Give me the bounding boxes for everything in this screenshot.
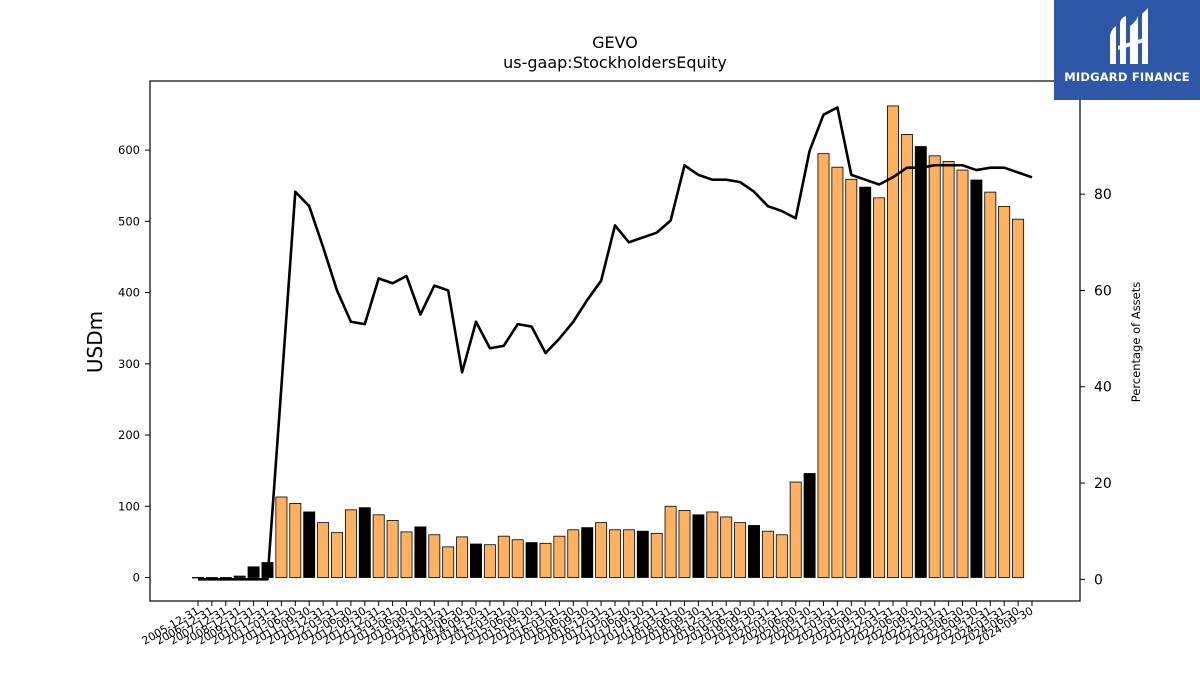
y2-tick-label: 40 <box>1094 380 1112 396</box>
bar-2022-12-31 <box>928 155 941 578</box>
bar-2011-09-30 <box>303 511 316 578</box>
bar-2011-12-31 <box>317 522 330 578</box>
chart-title: GEVO <box>592 33 638 52</box>
bar-2018-12-31 <box>706 511 719 578</box>
y-tick-label: 500 <box>118 214 140 228</box>
bar-2020-12-31 <box>817 153 830 578</box>
y2-tick-label: 0 <box>1094 572 1103 588</box>
bar-2016-06-30 <box>567 529 580 578</box>
bars-layer <box>192 105 1025 579</box>
bar-2023-09-30 <box>970 179 983 578</box>
bar-2021-06-30 <box>845 178 858 578</box>
bar-2016-12-31 <box>595 522 608 578</box>
bar-2005-12-31 <box>192 577 204 579</box>
bar-2020-06-30 <box>789 481 802 578</box>
bar-2020-03-31 <box>775 534 788 578</box>
bar-2021-09-30 <box>859 186 872 578</box>
y2-axis-label: Percentage of Assets <box>1129 282 1143 403</box>
bar-2008-12-31 <box>233 575 246 578</box>
bar-2018-06-30 <box>678 510 691 578</box>
bar-2014-03-31 <box>442 546 455 578</box>
bar-2012-09-30 <box>358 507 371 578</box>
midgard-logo-icon <box>1110 8 1148 64</box>
bar-2007-12-31 <box>219 577 232 579</box>
bar-2017-06-30 <box>622 529 635 578</box>
y-tick-label: 600 <box>118 143 140 157</box>
bar-2017-03-31 <box>609 529 621 578</box>
bar-2018-09-30 <box>692 514 705 578</box>
y-tick-label: 200 <box>118 428 140 442</box>
bar-2019-03-31 <box>720 516 733 578</box>
bar-2023-03-31 <box>942 161 955 578</box>
bar-2009-12-31 <box>247 566 260 578</box>
bar-2011-06-30 <box>289 503 302 578</box>
bar-2021-03-31 <box>831 166 844 578</box>
bar-2019-09-30 <box>748 525 760 578</box>
bar-2023-06-30 <box>956 169 969 578</box>
y-axis-label: USDm <box>83 311 107 373</box>
bar-2014-12-31 <box>483 544 496 578</box>
bar-2018-03-31 <box>664 505 677 578</box>
bar-2016-09-30 <box>581 527 594 578</box>
y2-tick-label: 60 <box>1094 283 1112 299</box>
bar-2022-03-31 <box>887 105 899 578</box>
bar-2013-09-30 <box>414 526 427 578</box>
chart-subtitle: us-gaap:StockholdersEquity <box>503 53 727 72</box>
bar-2015-12-31 <box>539 542 552 578</box>
bar-2024-03-31 <box>998 205 1011 578</box>
bar-2019-06-30 <box>734 522 747 578</box>
y2-tick-label: 20 <box>1094 476 1112 492</box>
bar-2014-09-30 <box>470 543 482 578</box>
logo-text: MIDGARD FINANCE <box>1064 70 1190 84</box>
bar-2023-12-31 <box>984 191 997 578</box>
axes-layer: 01002003004005006000204060802005-12-3120… <box>118 80 1112 648</box>
bar-2012-06-30 <box>344 509 357 578</box>
bar-2006-12-31 <box>205 577 218 579</box>
bar-2013-12-31 <box>428 534 441 578</box>
bar-2012-03-31 <box>331 532 343 578</box>
brand-logo: MIDGARD FINANCE <box>1054 0 1200 100</box>
bar-2014-06-30 <box>456 536 469 578</box>
bar-2011-03-31 <box>275 496 288 578</box>
line-layer <box>198 106 1033 581</box>
bar-2015-09-30 <box>525 542 538 578</box>
y-tick-label: 400 <box>118 286 140 300</box>
bar-2024-06-30 <box>1012 218 1025 578</box>
y-tick-label: 300 <box>118 357 140 371</box>
y-tick-label: 0 <box>133 570 140 584</box>
assets-percentage-line <box>198 106 1033 581</box>
y-tick-label: 100 <box>118 499 140 513</box>
bar-2022-06-30 <box>900 134 913 578</box>
bar-2020-09-30 <box>803 473 816 578</box>
bar-2019-12-31 <box>761 530 774 578</box>
bar-2012-12-31 <box>372 514 385 578</box>
bar-2013-06-30 <box>400 531 413 578</box>
bar-2015-03-31 <box>497 535 510 578</box>
bar-2013-03-31 <box>386 520 399 578</box>
bar-2016-03-31 <box>553 535 566 578</box>
bar-2022-09-30 <box>914 146 927 578</box>
bar-2017-09-30 <box>636 530 649 578</box>
y2-tick-label: 80 <box>1094 187 1112 203</box>
bar-2017-12-31 <box>650 532 663 578</box>
bar-2021-12-31 <box>873 197 886 578</box>
bar-2015-06-30 <box>511 539 524 578</box>
